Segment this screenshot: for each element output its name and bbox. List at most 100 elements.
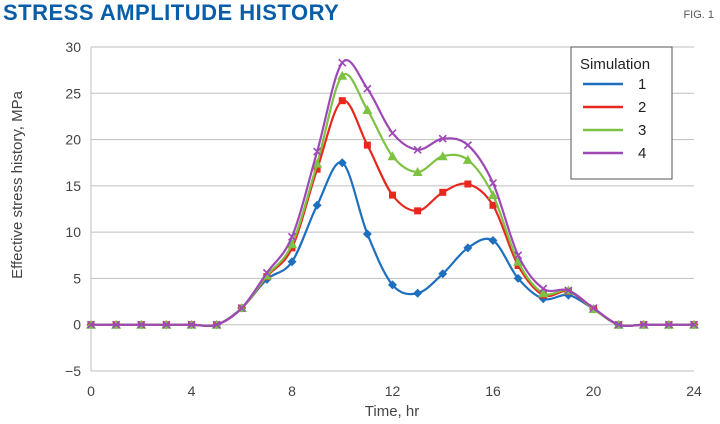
y-tick-label: 20 bbox=[65, 132, 81, 148]
data-point-series-4 bbox=[112, 320, 121, 329]
x-marker-stroke bbox=[363, 84, 372, 93]
data-point-series-3 bbox=[462, 154, 473, 164]
x-marker-stroke bbox=[137, 320, 146, 329]
data-point-series-2 bbox=[414, 207, 422, 215]
data-point-series-4 bbox=[162, 320, 171, 329]
data-point-series-3 bbox=[488, 190, 498, 200]
x-tick-label: 8 bbox=[288, 383, 296, 399]
data-point-series-1 bbox=[362, 229, 372, 239]
data-point-series-3 bbox=[437, 151, 448, 161]
data-point-series-4 bbox=[564, 286, 573, 295]
data-point-series-4 bbox=[187, 320, 196, 329]
x-marker-stroke bbox=[313, 147, 322, 156]
data-point-series-3 bbox=[412, 166, 423, 176]
x-marker-stroke bbox=[589, 303, 598, 313]
y-tick-label: 30 bbox=[65, 39, 81, 55]
series-1 bbox=[86, 158, 699, 330]
data-point-series-4 bbox=[338, 58, 347, 67]
legend-label-3: 3 bbox=[638, 122, 646, 139]
data-point-series-4 bbox=[388, 129, 397, 138]
data-point-series-4 bbox=[287, 232, 297, 241]
legend-label-4: 4 bbox=[638, 145, 646, 162]
series-4 bbox=[86, 58, 699, 329]
data-point-series-4 bbox=[262, 268, 271, 277]
data-point-series-3 bbox=[312, 158, 323, 168]
data-point-series-4 bbox=[237, 303, 246, 313]
x-marker-stroke bbox=[463, 141, 472, 150]
data-point-series-4 bbox=[664, 320, 673, 329]
x-marker-stroke bbox=[539, 284, 548, 293]
y-axis-title: Effective stress history, MPa bbox=[9, 90, 26, 278]
x-marker-stroke bbox=[639, 320, 648, 329]
x-marker-stroke bbox=[438, 134, 447, 143]
data-point-series-2 bbox=[389, 191, 396, 199]
data-point-series-4 bbox=[212, 320, 221, 329]
legend: Simulation 1 2 3 4 bbox=[570, 46, 673, 180]
data-point-series-2 bbox=[439, 188, 447, 196]
data-point-series-4 bbox=[514, 251, 523, 260]
x-marker-stroke bbox=[689, 320, 699, 329]
x-marker-stroke bbox=[162, 320, 171, 329]
data-point-series-4 bbox=[589, 303, 598, 313]
x-tick-label: 4 bbox=[188, 383, 196, 399]
series-line-1 bbox=[90, 161, 694, 328]
x-marker-stroke bbox=[237, 303, 246, 313]
x-marker-stroke bbox=[488, 179, 498, 188]
data-point-series-4 bbox=[363, 84, 372, 93]
x-marker-stroke bbox=[287, 232, 297, 241]
x-marker-stroke bbox=[112, 320, 121, 329]
x-marker-stroke bbox=[564, 286, 573, 295]
x-marker-stroke bbox=[262, 268, 271, 277]
data-point-series-4 bbox=[137, 320, 146, 329]
data-point-series-4 bbox=[438, 134, 447, 143]
series-layer bbox=[86, 58, 699, 330]
data-point-series-4 bbox=[86, 320, 96, 329]
figure-label: FIG. 1 bbox=[683, 9, 714, 21]
data-point-series-3 bbox=[387, 151, 398, 161]
y-tick-label: 25 bbox=[65, 85, 81, 101]
x-tick-label: 24 bbox=[686, 383, 702, 399]
legend-title: Simulation bbox=[580, 56, 650, 73]
data-point-series-2 bbox=[313, 165, 321, 173]
x-tick-label: 20 bbox=[586, 383, 602, 399]
data-point-series-1 bbox=[413, 288, 423, 298]
data-point-series-1 bbox=[388, 280, 397, 290]
data-point-series-4 bbox=[413, 145, 422, 154]
page-title: STRESS AMPLITUDE HISTORY bbox=[3, 0, 340, 25]
y-tick-label: 0 bbox=[73, 317, 81, 333]
x-marker-stroke bbox=[413, 145, 422, 154]
data-point-series-2 bbox=[464, 180, 472, 188]
y-tick-label: 15 bbox=[65, 178, 81, 194]
data-point-series-2 bbox=[338, 97, 346, 105]
data-point-series-1 bbox=[312, 200, 322, 210]
data-point-series-1 bbox=[513, 273, 523, 283]
data-point-series-1 bbox=[488, 235, 498, 245]
x-marker-stroke bbox=[86, 320, 96, 329]
data-point-series-3 bbox=[513, 256, 524, 266]
data-point-series-4 bbox=[689, 320, 699, 329]
y-tick-label: −5 bbox=[65, 363, 81, 379]
data-point-series-4 bbox=[488, 179, 498, 188]
data-point-series-4 bbox=[463, 141, 472, 150]
legend-label-2: 2 bbox=[638, 99, 646, 116]
x-tick-label: 12 bbox=[385, 383, 401, 399]
legend-box bbox=[570, 46, 673, 180]
x-marker-stroke bbox=[614, 320, 623, 329]
data-point-series-1 bbox=[337, 158, 347, 168]
data-point-series-3 bbox=[538, 288, 549, 298]
data-point-series-3 bbox=[287, 239, 297, 249]
data-point-series-4 bbox=[313, 147, 322, 156]
data-point-series-1 bbox=[463, 243, 473, 253]
y-tick-label: 10 bbox=[65, 224, 81, 240]
data-point-series-3 bbox=[337, 70, 348, 80]
x-marker-stroke bbox=[187, 320, 196, 329]
x-marker-stroke bbox=[388, 129, 397, 138]
x-marker-stroke bbox=[338, 58, 347, 67]
data-point-series-2 bbox=[489, 201, 497, 209]
data-point-series-4 bbox=[539, 284, 548, 293]
data-point-series-2 bbox=[363, 141, 371, 149]
x-marker-stroke bbox=[514, 251, 523, 260]
legend-label-1: 1 bbox=[638, 76, 646, 93]
